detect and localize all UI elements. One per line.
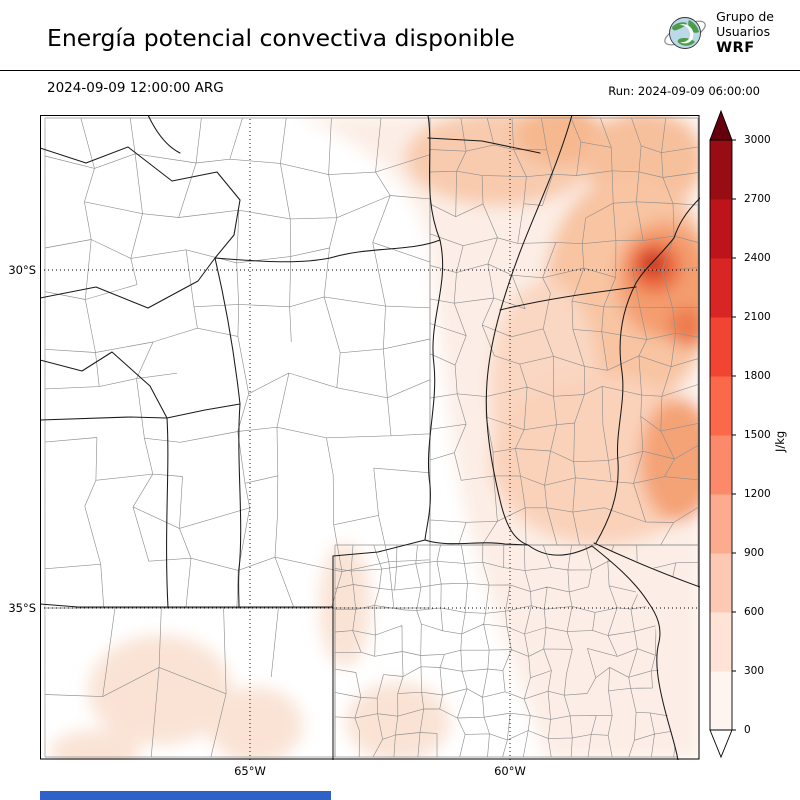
- valid-time: 2024-09-09 12:00:00 ARG: [47, 80, 224, 96]
- map-canvas: [40, 115, 700, 760]
- colorbar-segments: [710, 140, 732, 731]
- logo-text: Grupo de Usuarios WRF: [716, 9, 774, 57]
- cape-shading: [50, 115, 700, 760]
- page-title: Energía potencial convectiva disponible: [47, 24, 515, 52]
- colorbar-units-label: J/kg: [773, 430, 787, 452]
- lat-label-35s: 35°S: [8, 601, 36, 615]
- axis-ticks: [249, 759, 511, 760]
- logo-line2: Usuarios: [716, 23, 771, 39]
- colorbar-over-arrow: [709, 109, 733, 141]
- run-time: Run: 2024-09-09 06:00:00: [608, 84, 760, 98]
- colorbar-tick-label: 3000: [744, 134, 771, 146]
- lon-label-65w: 65°W: [234, 764, 266, 778]
- department-boundaries: [44, 117, 699, 758]
- lon-label-60w: 60°W: [494, 764, 526, 778]
- coastline: [591, 542, 700, 760]
- logo-line1: Grupo de: [716, 9, 774, 24]
- wrf-group-logo: Grupo de Usuarios WRF: [662, 9, 774, 57]
- colorbar-tick-label: 1500: [744, 429, 771, 441]
- colorbar-ticks: [732, 139, 736, 731]
- colorbar-tick-label: 2400: [744, 252, 771, 264]
- colorbar-tick-label: 900: [744, 547, 765, 559]
- logo-wrf: WRF: [716, 39, 755, 56]
- colorbar-tick-label: 1200: [744, 488, 771, 500]
- colorbar-tick-label: 2700: [744, 193, 771, 205]
- footer-banner: [40, 791, 331, 800]
- graticule-gridlines: [40, 115, 699, 759]
- colorbar-tick-label: 1800: [744, 370, 771, 382]
- colorbar-tick-label: 600: [744, 606, 765, 618]
- colorbar: [709, 109, 736, 759]
- province-boundaries: [40, 115, 700, 760]
- colorbar-tick-label: 2100: [744, 311, 771, 323]
- colorbar-tick-label: 300: [744, 665, 765, 677]
- colorbar-tick-label: 0: [744, 724, 751, 736]
- map-border: [40, 115, 700, 760]
- colorbar-under-arrow: [709, 729, 733, 759]
- header-divider: [0, 70, 800, 71]
- lat-label-30s: 30°S: [8, 263, 36, 277]
- globe-icon: [664, 17, 706, 50]
